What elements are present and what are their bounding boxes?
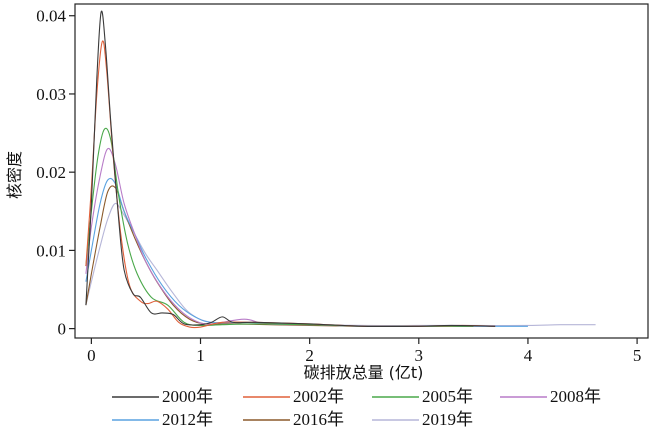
y-tick-label: 0.03	[36, 85, 66, 104]
x-tick-label: 1	[196, 346, 205, 365]
legend-label: 2005年	[422, 387, 473, 406]
legend-label: 2016年	[293, 410, 344, 429]
x-tick-label: 0	[87, 346, 96, 365]
x-axis: 0 1 2 3 4 5	[87, 338, 641, 365]
series-line-2019年	[85, 202, 596, 327]
series-line-2000年	[85, 10, 496, 328]
legend: 2000年 2002年 2005年 2008年 2012年 2016年 2019年	[112, 387, 601, 429]
legend-label: 2008年	[550, 387, 601, 406]
y-tick-label: 0	[58, 320, 67, 339]
x-tick-label: 5	[633, 346, 642, 365]
series-line-2016年	[85, 185, 474, 327]
plot-frame	[74, 3, 649, 339]
series-line-2008年	[85, 147, 474, 327]
series-line-2002年	[85, 40, 496, 329]
y-tick-label: 0.04	[36, 7, 66, 26]
legend-label: 2019年	[422, 410, 473, 429]
y-axis-title: 核密度	[5, 151, 24, 199]
legend-label: 2002年	[293, 387, 344, 406]
x-tick-label: 2	[305, 346, 314, 365]
plot-area	[74, 3, 649, 339]
x-tick-label: 3	[415, 346, 424, 365]
x-axis-title: 碳排放总量 (亿t)	[304, 363, 424, 382]
legend-label: 2012年	[162, 410, 213, 429]
y-tick-label: 0.01	[36, 241, 66, 260]
x-tick-label: 4	[524, 346, 533, 365]
legend-label: 2000年	[162, 387, 213, 406]
series-line-2005年	[85, 127, 474, 327]
y-tick-label: 0.02	[36, 163, 66, 182]
series-line-2012年	[85, 177, 528, 327]
y-axis: 0 0.01 0.02 0.03 0.04	[36, 7, 75, 339]
series-lines	[85, 10, 596, 329]
